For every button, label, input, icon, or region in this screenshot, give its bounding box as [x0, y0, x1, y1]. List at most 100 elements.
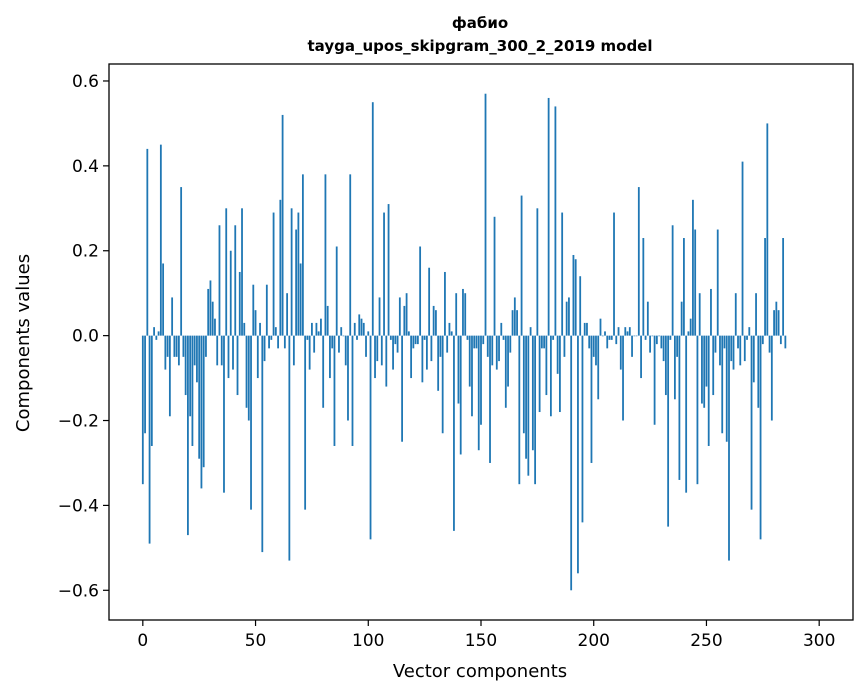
bar	[180, 187, 183, 336]
bar	[687, 331, 690, 336]
bar	[574, 259, 577, 336]
bar	[150, 335, 153, 446]
bar	[689, 318, 692, 336]
bar	[498, 335, 500, 362]
bar	[187, 335, 189, 536]
bar	[504, 335, 507, 408]
bar	[694, 229, 697, 336]
y-tick-label: 0.6	[72, 72, 99, 92]
bar	[232, 335, 234, 370]
bar	[538, 335, 541, 413]
bar	[615, 335, 618, 345]
bar	[389, 335, 392, 340]
y-tick-label: 0.0	[72, 327, 99, 347]
bar	[270, 335, 273, 340]
bar	[581, 335, 584, 523]
bar	[401, 335, 403, 442]
bar	[304, 335, 307, 510]
bar	[166, 335, 169, 357]
bar	[234, 225, 237, 336]
chart-subtitle: tayga_upos_skipgram_300_2_2019 model	[308, 37, 653, 55]
bar	[626, 331, 629, 336]
bar	[407, 331, 410, 336]
bar	[723, 335, 726, 349]
bar	[489, 335, 491, 463]
bar	[374, 335, 376, 379]
bar	[383, 212, 385, 336]
bar	[775, 301, 778, 336]
bar	[329, 335, 331, 379]
bar	[746, 335, 748, 340]
bar	[642, 238, 645, 336]
bar	[757, 335, 760, 408]
bar	[604, 331, 606, 336]
bar	[446, 335, 449, 353]
bar	[617, 327, 620, 336]
bar	[545, 335, 548, 396]
bar	[308, 335, 311, 370]
bar	[743, 335, 746, 362]
bar	[297, 212, 300, 336]
bar	[628, 327, 631, 336]
bar	[369, 335, 372, 540]
bar	[333, 335, 336, 446]
bar	[425, 335, 428, 370]
bar	[444, 271, 446, 336]
bar	[563, 335, 566, 357]
bar	[568, 297, 570, 336]
bar	[326, 305, 329, 336]
bar	[664, 335, 667, 396]
bar	[588, 335, 591, 349]
bar	[468, 335, 471, 387]
y-tick-label: −0.2	[58, 412, 99, 432]
bar	[755, 293, 757, 336]
bar	[741, 161, 744, 336]
bar	[493, 216, 496, 336]
bar	[362, 322, 365, 336]
bar	[441, 335, 444, 434]
bar	[365, 335, 367, 357]
bar	[320, 318, 322, 336]
bar	[671, 225, 674, 336]
bar	[491, 335, 494, 366]
bar	[236, 335, 239, 396]
bar	[211, 301, 214, 336]
bar	[311, 322, 313, 336]
bar	[299, 263, 302, 336]
bar	[437, 335, 440, 391]
bar	[322, 335, 325, 408]
bar	[168, 335, 171, 417]
bar	[286, 293, 289, 336]
bar	[356, 335, 358, 340]
bar	[435, 310, 437, 336]
bar	[367, 331, 370, 336]
bar	[315, 322, 318, 336]
bar	[238, 271, 241, 336]
bar	[462, 288, 464, 336]
bar	[419, 246, 422, 336]
bar	[214, 318, 216, 336]
bar	[385, 335, 388, 387]
bar	[450, 331, 453, 336]
bar	[480, 335, 482, 425]
x-tick-label: 50	[245, 631, 267, 651]
bar	[457, 335, 460, 404]
bar	[712, 335, 715, 396]
bar	[173, 335, 176, 357]
bar	[177, 335, 180, 366]
bar	[543, 335, 546, 349]
bar	[495, 335, 498, 370]
bar	[522, 335, 525, 434]
bar	[141, 335, 144, 485]
bar	[371, 102, 374, 336]
bar	[331, 335, 334, 349]
bar	[599, 318, 602, 336]
bar	[157, 331, 160, 336]
bar	[631, 335, 633, 357]
bar	[358, 314, 361, 336]
bar	[728, 335, 730, 561]
bar	[750, 335, 753, 510]
bar	[556, 335, 559, 374]
bar	[565, 301, 568, 336]
